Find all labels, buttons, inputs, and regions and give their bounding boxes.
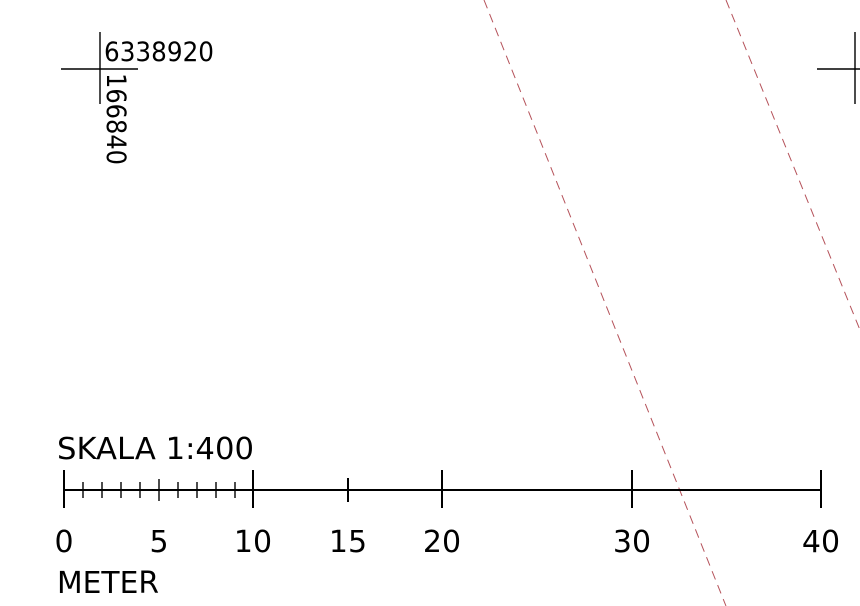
scale-label-0: 0 [54,525,73,560]
scale-label-15: 15 [329,525,367,560]
scale-bar: SKALA 1:400 0 5 10 [54,432,840,601]
scale-bar-lines [63,470,822,508]
northing-label: 6338920 [104,37,214,68]
scale-minor-ticks [82,479,236,501]
scale-label-40: 40 [802,525,840,560]
easting-label: 166840 [100,73,131,165]
scale-label-5: 5 [149,525,168,560]
boundary-lines [483,0,860,606]
scale-label-30: 30 [613,525,651,560]
scale-label-10: 10 [234,525,272,560]
scale-title: SKALA 1:400 [57,432,254,467]
grid-crosshair-marker-right [817,32,860,104]
boundary-line-right [725,0,860,331]
grid-crosshair-marker [61,32,138,104]
scale-unit: METER [57,566,159,601]
boundary-line-left [483,0,727,606]
scale-label-20: 20 [423,525,461,560]
scale-labels: 0 5 10 15 20 30 40 [54,525,840,560]
